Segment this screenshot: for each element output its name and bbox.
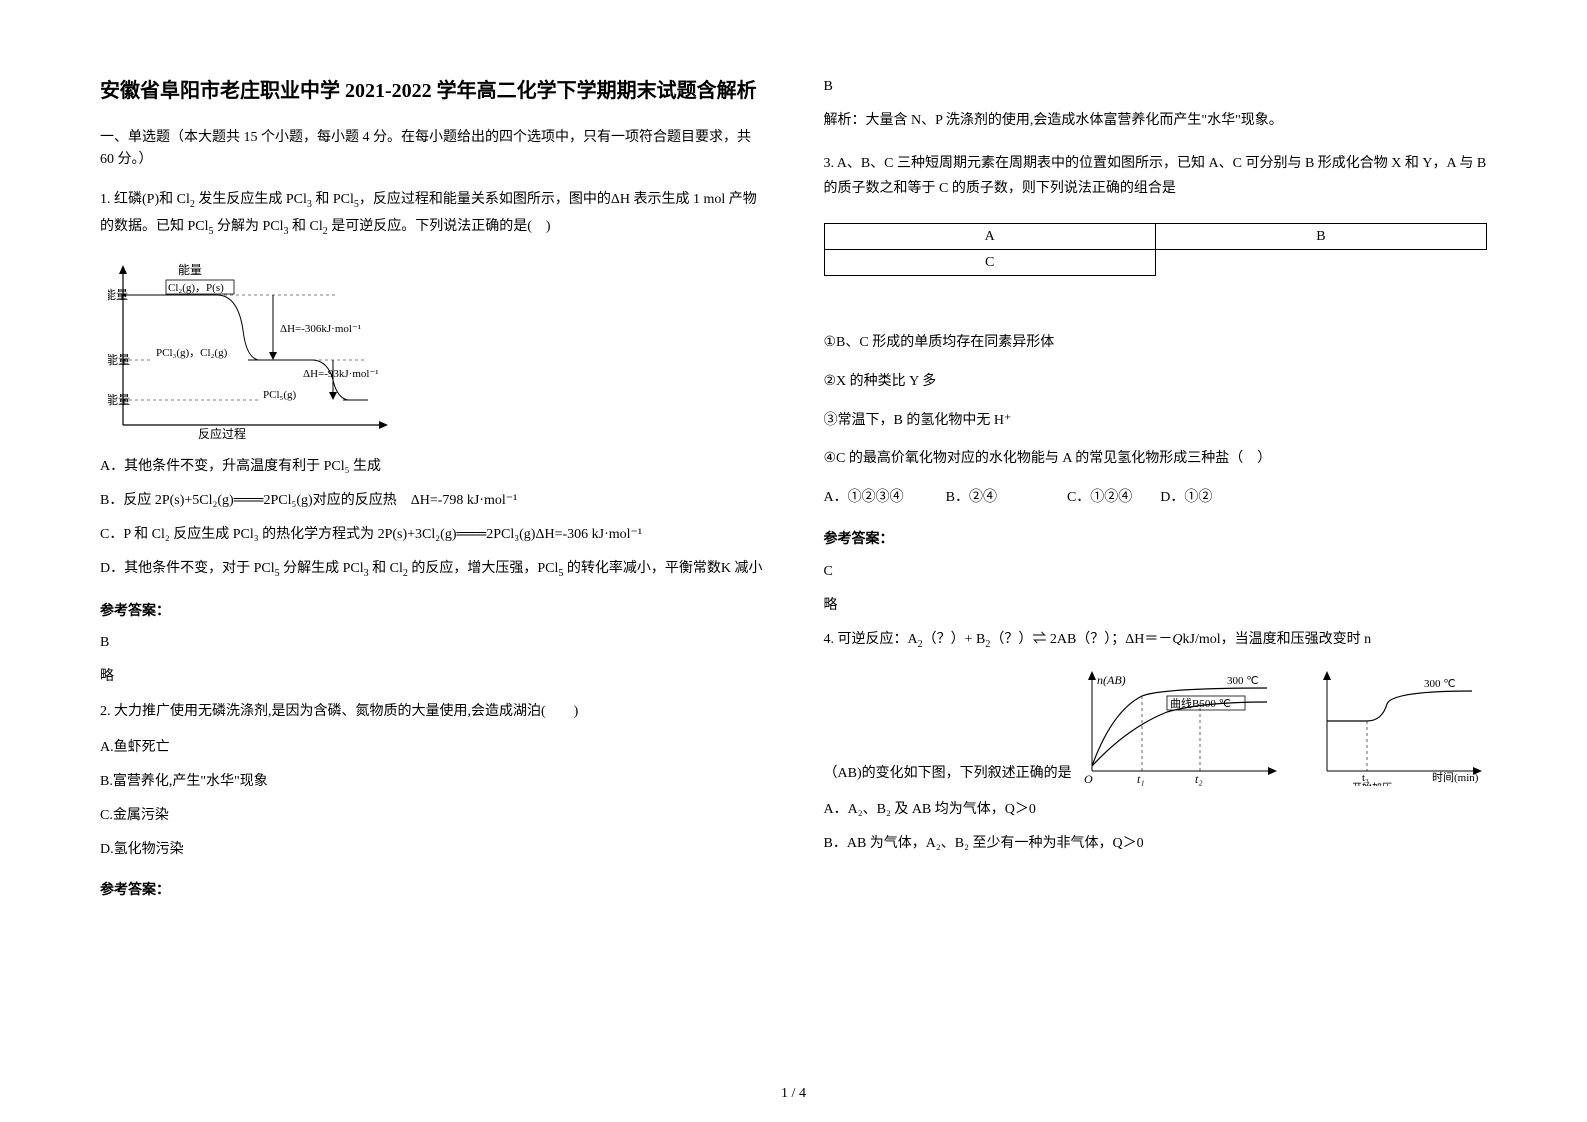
curve-label-300: 300 ℃ bbox=[1227, 675, 1259, 687]
q1-d-part: 的反应，增大压强，PCl bbox=[408, 561, 559, 576]
q4-option-b: B．AB 为气体，A₂、B₂ 至少有一种为非气体，Q＞0 bbox=[824, 832, 1488, 856]
q1-option-b: B．反应 2P(s)+5Cl₂(g)═══2PCl₅(g)对应的反应热 ΔH=-… bbox=[100, 489, 764, 513]
q1-answer: B bbox=[100, 631, 764, 655]
q3-answer: C bbox=[824, 560, 1488, 584]
section-heading: 一、单选题（本大题共 15 个小题，每小题 4 分。在每小题给出的四个选项中，只… bbox=[100, 127, 764, 172]
q1-option-a: A．其他条件不变，升高温度有利于 PCl₅ 生成 bbox=[100, 455, 764, 479]
level1-species: Cl₂(g)，P(s) bbox=[168, 282, 224, 294]
q3-answer-label: 参考答案： bbox=[824, 528, 1488, 552]
curve-label-500: 曲线B500 ℃ bbox=[1170, 696, 1231, 710]
tick-time: 时间(min) bbox=[1432, 771, 1479, 784]
q3-statement-1: ①B、C 形成的单质均存在同素异形体 bbox=[824, 331, 1488, 355]
q3-options: A．①②③④ B．②④ C．①②④ D．①② bbox=[824, 486, 1488, 510]
q4-text-part: （？）⇌ 2AB（？）；ΔH＝－ bbox=[990, 632, 1172, 647]
periodic-table: A B C bbox=[824, 223, 1488, 276]
q2-option-a: A.鱼虾死亡 bbox=[100, 736, 764, 760]
page-container: 安徽省阜阳市老庄职业中学 2021-2022 学年高二化学下学期期末试题含解析 … bbox=[100, 75, 1487, 1045]
q4-option-a: A．A₂、B₂ 及 AB 均为气体，Q＞0 bbox=[824, 798, 1488, 822]
q4-text-part: （？）+ B bbox=[923, 632, 986, 647]
q3-explain: 略 bbox=[824, 594, 1488, 618]
tick-t2: t₂ bbox=[1195, 772, 1203, 786]
q4-graph-row: （AB)的变化如下图，下列叙述正确的是 n(AB) 300 ℃ 曲线B500 ℃ bbox=[824, 666, 1488, 786]
q2-answer-label: 参考答案： bbox=[100, 879, 764, 903]
q2-option-c: C.金属污染 bbox=[100, 804, 764, 828]
q1-text-part: 和 Cl bbox=[289, 219, 323, 234]
table-cell: C bbox=[824, 249, 1155, 275]
graph-y-label: n(AB) bbox=[1097, 673, 1126, 687]
q3-statement-4: ④C 的最高价氧化物对应的水化物能与 A 的常见氢化物形成三种盐（ ） bbox=[824, 447, 1488, 471]
left-column: 安徽省阜阳市老庄职业中学 2021-2022 学年高二化学下学期期末试题含解析 … bbox=[100, 75, 764, 1045]
page-number: 1 / 4 bbox=[781, 1086, 806, 1102]
energy-diagram: 能量 反应过程 反应物总能量 Cl₂(g)，P(s) 中间产物总能量 PCl₃(… bbox=[108, 260, 398, 440]
y-axis-label: 能量 bbox=[178, 263, 202, 277]
spacer bbox=[824, 291, 1488, 331]
q1-option-c: C．P 和 Cl₂ 反应生成 PCl₃ 的热化学方程式为 2P(s)+3Cl₂(… bbox=[100, 523, 764, 547]
svg-text:O: O bbox=[1084, 772, 1093, 786]
q4-graph-right: 300 ℃ t₃ 开始加压 时间(min) bbox=[1312, 666, 1492, 786]
q3-text: 3. A、B、C 三种短周期元素在周期表中的位置如图所示，已知 A、C 可分别与… bbox=[824, 151, 1488, 201]
right-column: B 解析：大量含 N、P 洗涤剂的使用,会造成水体富营养化而产生"水华"现象。 … bbox=[824, 75, 1488, 1045]
q1-explain: 略 bbox=[100, 665, 764, 689]
q1-text-part: 是可逆反应。下列说法正确的是( ) bbox=[328, 219, 551, 234]
q4-graph-leading: （AB)的变化如下图，下列叙述正确的是 bbox=[824, 762, 1072, 786]
level2-species: PCl₃(g)，Cl₂(g) bbox=[156, 347, 228, 359]
q4-graphs: n(AB) 300 ℃ 曲线B500 ℃ O t₁ t₂ bbox=[1072, 666, 1492, 786]
table-cell: B bbox=[1155, 223, 1486, 249]
energy-diagram-svg: 能量 反应过程 反应物总能量 Cl₂(g)，P(s) 中间产物总能量 PCl₃(… bbox=[108, 260, 398, 440]
q4-text: 4. 可逆反应：A2（？）+ B2（？）⇌ 2AB（？）；ΔH＝－QkJ/mol… bbox=[824, 627, 1488, 654]
q2-explain: 解析：大量含 N、P 洗涤剂的使用,会造成水体富营养化而产生"水华"现象。 bbox=[824, 109, 1488, 133]
dh2: ΔH=-93kJ·mol⁻¹ bbox=[303, 368, 379, 380]
q4-text-part: kJ/mol，当温度和压强改变时 n bbox=[1183, 632, 1372, 647]
table-cell: A bbox=[824, 223, 1155, 249]
italic-q: Q bbox=[1172, 632, 1182, 647]
q1-text-part: 发生反应生成 PCl bbox=[195, 192, 307, 207]
level3-label: 最终产物总能量 bbox=[108, 392, 130, 407]
q2-option-d: D.氢化物污染 bbox=[100, 838, 764, 862]
q1-d-part: 分解生成 PCl bbox=[280, 561, 364, 576]
q3-statement-2: ②X 的种类比 Y 多 bbox=[824, 370, 1488, 394]
q1-d-part: D．其他条件不变，对于 PCl bbox=[100, 561, 275, 576]
x-axis-label: 反应过程 bbox=[198, 426, 246, 440]
document-title: 安徽省阜阳市老庄职业中学 2021-2022 学年高二化学下学期期末试题含解析 bbox=[100, 75, 764, 107]
q1-text-part: 和 PCl bbox=[312, 192, 354, 207]
table-cell-empty bbox=[1155, 249, 1486, 275]
q1-option-d: D．其他条件不变，对于 PCl5 分解生成 PCl3 和 Cl2 的反应，增大压… bbox=[100, 557, 764, 582]
q4-graph-left: n(AB) 300 ℃ 曲线B500 ℃ O t₁ t₂ bbox=[1072, 666, 1282, 786]
q1-answer-label: 参考答案： bbox=[100, 600, 764, 624]
q1-text-part: 分解为 PCl bbox=[214, 219, 284, 234]
note-pressurize: 开始加压 bbox=[1352, 781, 1392, 786]
q1-d-part: 和 Cl bbox=[369, 561, 403, 576]
tick-t1: t₁ bbox=[1137, 772, 1145, 786]
level3-species: PCl₅(g) bbox=[263, 389, 297, 401]
q2-option-b: B.富营养化,产生"水华"现象 bbox=[100, 770, 764, 794]
q1-text: 1. 红磷(P)和 Cl2 发生反应生成 PCl3 和 PCl5，反应过程和能量… bbox=[100, 187, 764, 241]
q1-text-part: 1. 红磷(P)和 Cl bbox=[100, 192, 190, 207]
level2-label: 中间产物总能量 bbox=[108, 352, 130, 367]
curve-label-300r: 300 ℃ bbox=[1424, 678, 1456, 690]
q1-d-part: 的转化率减小，平衡常数K 减小 bbox=[563, 561, 762, 576]
dh1: ΔH=-306kJ·mol⁻¹ bbox=[280, 323, 361, 335]
q3-statement-3: ③常温下，B 的氢化物中无 H⁺ bbox=[824, 409, 1488, 433]
q2-text: 2. 大力推广使用无磷洗涤剂,是因为含磷、氮物质的大量使用,会造成湖泊( ) bbox=[100, 699, 764, 724]
q4-text-part: 4. 可逆反应：A bbox=[824, 632, 918, 647]
q2-answer: B bbox=[824, 75, 1488, 99]
level1-label: 反应物总能量 bbox=[108, 287, 128, 302]
